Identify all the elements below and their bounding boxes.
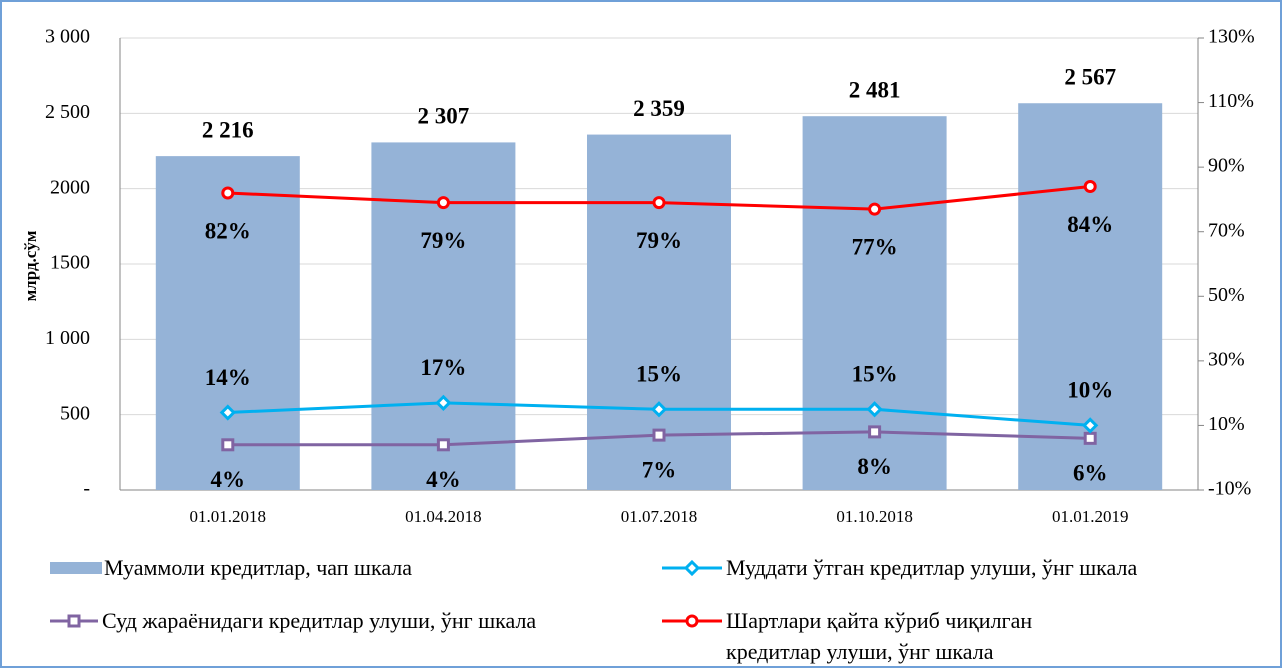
x-tick-label: 01.04.2018 <box>405 507 482 526</box>
y2-tick-label: 110% <box>1208 90 1254 112</box>
line-marker <box>221 438 235 452</box>
data-label: 2 481 <box>849 77 901 102</box>
line-marker <box>1083 180 1097 194</box>
data-label: 15% <box>636 362 682 387</box>
y-tick-label: - <box>83 478 90 500</box>
x-tick-label: 01.01.2018 <box>190 507 267 526</box>
data-label: 6% <box>1073 461 1108 486</box>
line-marker <box>435 394 452 411</box>
y2-tick-label: 130% <box>1208 26 1255 48</box>
data-label: 2 307 <box>418 104 470 129</box>
y2-tick-label: 30% <box>1208 348 1245 370</box>
y2-tick-label: 70% <box>1208 219 1245 241</box>
x-tick-label: 01.10.2018 <box>836 507 913 526</box>
data-label: 2 359 <box>633 96 685 121</box>
data-label: 7% <box>642 457 677 482</box>
data-label: 4% <box>211 467 246 492</box>
data-label: 79% <box>636 228 682 253</box>
y2-tick-label: -10% <box>1208 478 1251 500</box>
y-tick-label: 1500 <box>50 252 90 274</box>
data-label: 14% <box>205 365 251 390</box>
bar <box>155 156 300 490</box>
data-label: 84% <box>1067 212 1113 237</box>
line-marker <box>221 186 235 200</box>
x-tick-label: 01.01.2019 <box>1052 507 1129 526</box>
line-marker <box>652 428 666 442</box>
data-label: 17% <box>420 355 466 380</box>
line-marker <box>866 401 883 418</box>
y2-tick-label: 50% <box>1208 284 1245 306</box>
data-label: 4% <box>426 467 461 492</box>
line-marker <box>868 425 882 439</box>
y-tick-label: 3 000 <box>45 26 90 48</box>
y-axis-label: млрд.сўм <box>21 230 40 301</box>
y2-tick-label: 90% <box>1208 155 1245 177</box>
line-marker <box>1083 431 1097 445</box>
line-marker <box>436 438 450 452</box>
y-tick-label: 1 000 <box>45 327 90 349</box>
legend-label: Суд жараёнидаги кредитлар улуши, ўнг шка… <box>102 608 537 633</box>
data-label: 2 216 <box>202 117 254 142</box>
y2-tick-label: 10% <box>1208 413 1245 435</box>
data-label: 79% <box>420 228 466 253</box>
line-marker <box>650 401 668 418</box>
legend-label: Муаммоли кредитлар, чап шкала <box>104 555 413 580</box>
x-tick-label: 01.07.2018 <box>621 507 698 526</box>
data-label: 15% <box>852 362 898 387</box>
bar <box>371 142 516 491</box>
line-marker <box>652 196 666 210</box>
line-marker <box>436 196 450 210</box>
legend-label: Шартлари қайта кўриб чиқилган кредитлар … <box>726 608 1033 664</box>
line-marker <box>67 614 81 628</box>
data-label: 77% <box>852 234 898 259</box>
line-marker <box>868 202 882 216</box>
line-marker <box>685 614 699 628</box>
legend-label: Муддати ўтган кредитлар улуши, ўнг шкала <box>726 555 1138 580</box>
data-label: 8% <box>857 454 892 479</box>
legend-swatch <box>50 562 102 574</box>
line-marker <box>219 404 236 421</box>
y-tick-label: 500 <box>60 402 90 424</box>
line-marker <box>683 559 701 577</box>
line-marker <box>1082 417 1099 434</box>
y-tick-label: 2 500 <box>45 101 90 123</box>
data-label: 10% <box>1067 378 1113 403</box>
y-tick-label: 2000 <box>50 176 90 198</box>
data-label: 2 567 <box>1064 65 1116 90</box>
data-label: 82% <box>205 218 251 243</box>
